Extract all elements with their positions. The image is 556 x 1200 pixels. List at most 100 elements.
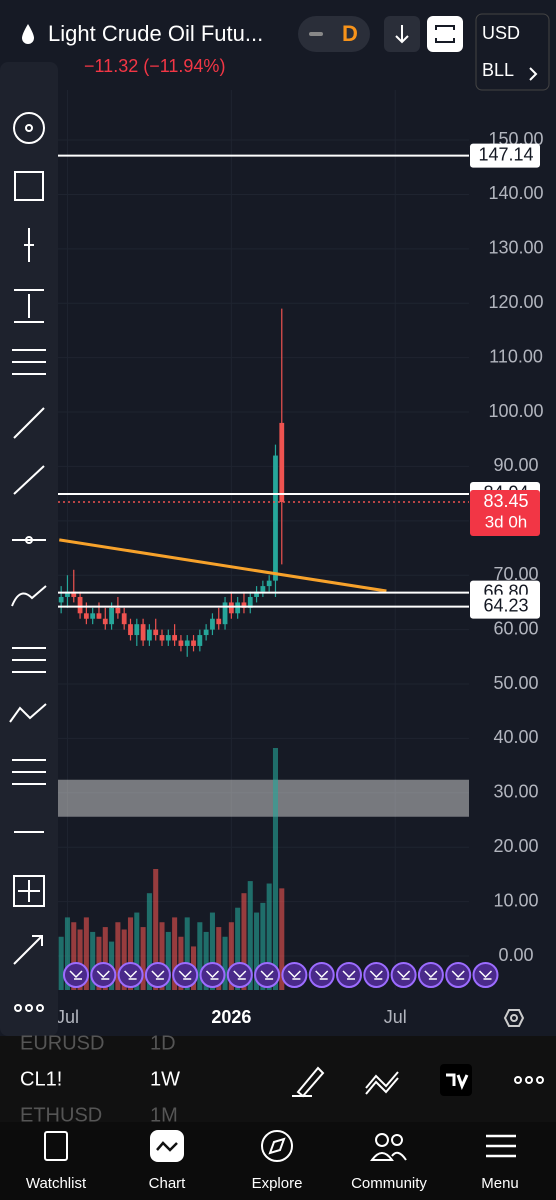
candle-body	[159, 635, 165, 641]
event-arrow	[315, 970, 329, 980]
currency[interactable]: USD	[482, 23, 520, 43]
tool-icon	[12, 536, 46, 544]
volume-bar	[172, 917, 178, 990]
y-tick-label: 100.00	[488, 401, 543, 421]
volume-bar	[165, 931, 171, 990]
candle-body	[140, 624, 146, 641]
menu-icon[interactable]	[486, 1134, 516, 1158]
interval-label[interactable]: D	[342, 21, 358, 46]
event-marker	[254, 962, 281, 988]
event-marker	[144, 962, 171, 988]
volume-bar	[159, 922, 165, 990]
volume-bar	[102, 927, 108, 990]
y-tick-label: 120.00	[488, 292, 543, 312]
candle-body	[279, 422, 285, 503]
tool-icon	[13, 875, 45, 907]
watchlist-interval[interactable]: 1M	[150, 1104, 178, 1126]
candle-body	[254, 591, 259, 597]
tool-more-dot	[14, 1004, 22, 1012]
event-marker	[281, 962, 308, 988]
tool-icon	[13, 465, 45, 495]
draw-icon[interactable]	[292, 1066, 325, 1098]
volume-bar	[216, 927, 222, 990]
y-tick-label: 30.00	[493, 782, 538, 802]
event-arrow	[124, 970, 138, 980]
zone	[58, 779, 469, 817]
volume-bar	[134, 912, 140, 990]
nav-label[interactable]: Explore	[252, 1175, 303, 1192]
volume-bar	[127, 917, 134, 990]
volume-bar	[90, 931, 96, 990]
candle-body	[266, 580, 272, 587]
unit[interactable]: BLL	[482, 60, 514, 80]
event-marker	[117, 962, 144, 988]
event-marker	[199, 962, 226, 988]
symbol-title[interactable]: Light Crude Oil Futu...	[48, 21, 263, 46]
event-marker	[363, 962, 390, 988]
volume-bar	[241, 893, 247, 990]
drawing-toolbar	[0, 62, 58, 1036]
event-arrow	[287, 970, 301, 980]
candle-body	[128, 624, 133, 636]
event-marker	[445, 962, 472, 988]
chart-bg	[0, 0, 556, 1040]
currency-box[interactable]	[475, 13, 550, 91]
level-tag	[470, 143, 540, 168]
watchlist-interval[interactable]: 1W	[150, 1068, 180, 1090]
event-marker	[336, 962, 362, 988]
x-tick-label: 2026	[211, 1007, 251, 1027]
nav-label[interactable]: Chart	[149, 1175, 187, 1192]
oil-icon	[22, 24, 34, 44]
volume-bar	[71, 922, 77, 990]
down-arrow	[395, 25, 409, 44]
y-tick-label: 110.00	[489, 346, 543, 366]
watchlist-interval[interactable]: 1D	[150, 1032, 176, 1054]
tool-icon	[13, 935, 43, 965]
explore-icon[interactable]	[261, 1130, 293, 1162]
candle-body	[77, 596, 83, 614]
candle-body	[172, 635, 178, 641]
candle-body	[96, 613, 102, 619]
more-dot[interactable]	[514, 1076, 522, 1084]
candle-body	[222, 602, 228, 625]
volume-bar	[235, 907, 241, 990]
candle-body	[260, 586, 266, 592]
settings-icon[interactable]	[503, 1009, 525, 1027]
nav-label[interactable]: Menu	[481, 1175, 519, 1192]
watchlist-icon[interactable]	[44, 1131, 68, 1161]
watchlist-symbol[interactable]: EURUSD	[20, 1032, 104, 1054]
candle-body	[197, 635, 203, 646]
replay-btn[interactable]	[427, 16, 463, 52]
community-icon[interactable]	[375, 1133, 389, 1147]
event-arrow	[69, 970, 83, 980]
more-dot[interactable]	[536, 1076, 544, 1084]
volume-bar	[247, 881, 253, 990]
replay-icon	[435, 25, 455, 43]
tv-logo[interactable]	[440, 1064, 472, 1096]
event-marker	[172, 962, 199, 988]
watchlist-symbol[interactable]: CL1!	[20, 1068, 62, 1090]
y-tick-label: 70.00	[493, 564, 538, 584]
event-arrow	[342, 970, 356, 980]
compare-icon[interactable]	[365, 1071, 399, 1095]
event-arrow	[424, 970, 438, 980]
event-arrow	[233, 970, 247, 980]
candle-body	[203, 629, 209, 636]
event-arrow	[151, 970, 165, 980]
volume-bar	[203, 931, 209, 990]
nav-label[interactable]: Watchlist	[26, 1175, 87, 1192]
last-price-label: 83.45	[483, 491, 528, 511]
tool-icon	[12, 647, 46, 673]
volume-bar	[254, 912, 260, 990]
y-tick-label: 20.00	[493, 836, 538, 856]
settings-dot	[510, 1014, 518, 1022]
volume-bar	[153, 869, 159, 990]
more-dot[interactable]	[525, 1076, 533, 1084]
volume-bar	[83, 917, 89, 990]
candle-body	[134, 624, 140, 636]
interval-pill[interactable]	[298, 16, 370, 52]
nav-label[interactable]: Community	[351, 1175, 427, 1192]
watchlist-symbol[interactable]: ETHUSD	[20, 1104, 102, 1126]
candle-body	[247, 596, 253, 608]
level-label: 64.23	[483, 595, 528, 615]
